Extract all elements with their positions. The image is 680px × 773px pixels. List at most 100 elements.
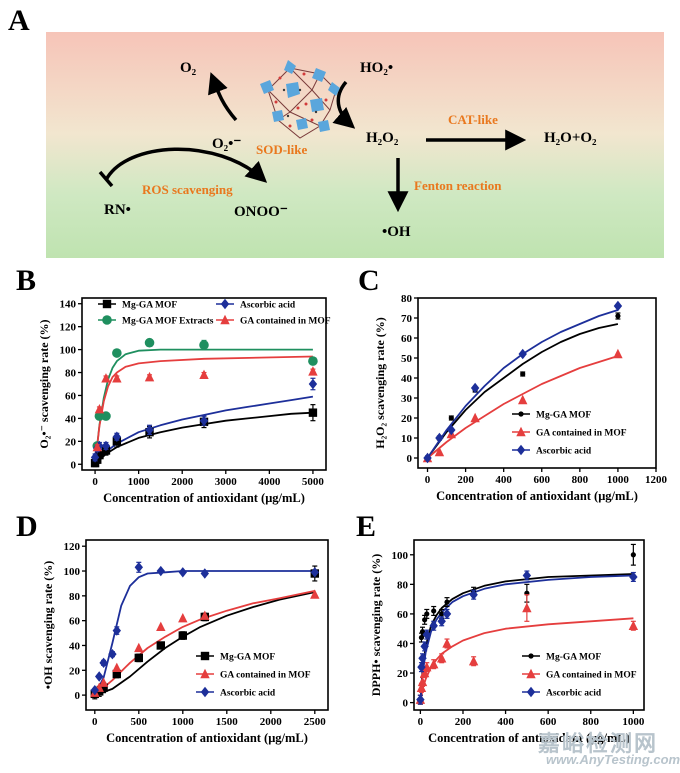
rn-label: RN• — [104, 202, 131, 218]
data-point — [447, 424, 456, 436]
data-point — [156, 565, 165, 577]
data-point — [134, 642, 144, 653]
x-tick-label: 0 — [418, 716, 424, 728]
y-tick-label: 80 — [397, 579, 409, 591]
y-tick-label: 30 — [401, 393, 413, 405]
data-point — [615, 313, 621, 319]
legend-label: Ascorbic acid — [546, 689, 602, 699]
legend-marker — [516, 444, 526, 456]
watermark-en: www.AnyTesting.com — [546, 752, 680, 767]
h2o2-label: H₂O₂ — [366, 130, 399, 146]
legend-entry: Mg-GA MOF — [512, 411, 591, 421]
y-tick-label: 20 — [397, 668, 409, 680]
legend-entry: Mg-GA MOF — [196, 651, 275, 663]
legend-marker — [200, 651, 210, 661]
y-tick-label: 0 — [407, 453, 413, 465]
mof-crystal-icon — [260, 60, 340, 139]
chart-oh-scavenging: 0 500 1000 1500 2000 2500 0 20 40 60 80 100 120 Conce… — [41, 539, 329, 745]
data-point — [613, 348, 623, 359]
fit-curve — [94, 355, 313, 465]
data-point — [518, 348, 527, 360]
legend-marker — [516, 426, 526, 437]
panel-label-d: D — [16, 510, 38, 543]
y-tick-label: 40 — [65, 413, 77, 425]
data-point — [522, 602, 532, 613]
data-point — [145, 424, 154, 436]
y-axis-label: DPPH• scavenging rate (%) — [369, 554, 383, 697]
data-point — [442, 638, 452, 648]
x-tick-label: 0 — [425, 474, 431, 486]
data-point — [310, 589, 320, 599]
data-point — [178, 631, 187, 640]
x-tick-label: 1000 — [172, 716, 195, 728]
legend-marker — [518, 411, 524, 417]
arrow-ros-scavenging — [104, 147, 268, 183]
data-point — [95, 450, 104, 460]
data-point — [434, 446, 445, 457]
chart-dpph-scavenging: 0 200 400 600 800 1000 0 20 40 60 80 100 Concentrati… — [369, 539, 645, 745]
y-axis-label: H₂O₂ scavenging rate (%) — [373, 317, 387, 449]
legend-entry: Mg-GA MOF — [98, 299, 177, 311]
data-point — [94, 404, 105, 414]
data-point — [439, 611, 445, 617]
o2-label: O₂ — [180, 60, 197, 76]
data-point — [101, 373, 111, 383]
x-tick-label: 2500 — [304, 716, 327, 728]
y-axis-label: O₂•⁻ scavenging rate (%) — [37, 319, 51, 448]
data-point — [92, 441, 102, 452]
data-point — [423, 452, 432, 464]
data-point — [308, 366, 318, 376]
x-tick-label: 5000 — [302, 476, 325, 488]
data-point — [420, 641, 429, 652]
x-tick-label: 800 — [572, 474, 589, 486]
legend-entry: GA contained in MOF — [196, 668, 311, 681]
data-point — [134, 562, 143, 573]
legend-entry: Ascorbic acid — [216, 298, 296, 311]
x-tick-label: 1000 — [607, 474, 630, 486]
data-point — [416, 694, 425, 705]
inhibition-bar — [98, 170, 114, 188]
data-point — [112, 669, 121, 679]
legend-label: Ascorbic acid — [240, 301, 296, 311]
data-point — [112, 431, 122, 442]
plot-frame — [413, 539, 645, 711]
x-tick-label: 2000 — [260, 716, 283, 728]
legend-marker — [200, 686, 210, 698]
legend-marker — [102, 299, 112, 309]
data-point — [134, 653, 143, 663]
plot-area — [90, 337, 318, 468]
panel-label-e: E — [356, 510, 377, 543]
y-tick-label: 100 — [392, 550, 409, 562]
legend-label: Mg-GA MOF — [546, 653, 601, 663]
y-tick-label: 40 — [397, 638, 409, 650]
data-point — [156, 621, 166, 632]
y-tick-label: 60 — [65, 390, 77, 402]
legend-label: GA contained in MOF — [546, 671, 637, 681]
ho2-label: HO₂• — [360, 60, 394, 76]
x-tick-label: 0 — [92, 716, 98, 728]
legend-entry: Mg-GA MOF — [522, 653, 601, 663]
data-point — [628, 620, 639, 630]
data-point — [470, 382, 480, 394]
watermark-cn: 嘉峪检测网 — [538, 731, 659, 756]
x-axis-label: Concentration of antioxidant (μg/mL) — [106, 731, 308, 745]
data-point — [468, 656, 479, 666]
legend-label: Mg-GA MOF — [536, 411, 591, 421]
data-point — [428, 658, 439, 669]
y-tick-label: 0 — [71, 459, 77, 471]
data-point — [518, 394, 528, 405]
legend-label: GA contained in MOF — [240, 317, 331, 327]
data-point — [431, 608, 437, 614]
legend-marker — [526, 686, 536, 698]
data-point — [470, 412, 480, 423]
data-point — [436, 653, 447, 663]
y-tick-label: 40 — [401, 373, 413, 385]
chart-h2o2-scavenging: 0 200 400 600 800 1000 1200 0 10 20 30 40 50 60 70 80 Co… — [373, 293, 668, 503]
arrow-ho2-to-h2o2 — [332, 80, 356, 129]
data-point — [419, 667, 430, 678]
data-point — [112, 373, 122, 383]
data-point — [308, 378, 318, 390]
ros-scavenging-label: ROS scavenging — [142, 182, 233, 197]
data-point — [144, 371, 155, 382]
x-tick-label: 200 — [455, 716, 472, 728]
